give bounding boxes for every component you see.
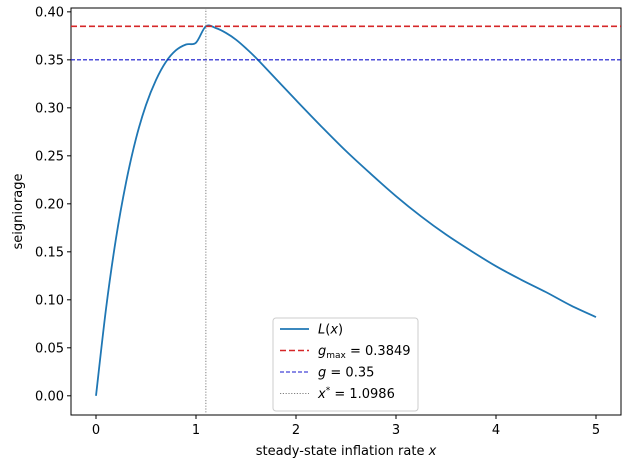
y-tick-label-1: 0.05	[35, 341, 64, 356]
y-tick-label-3: 0.15	[35, 245, 64, 260]
y-tick-label-0: 0.00	[35, 389, 64, 404]
x-tick-label-0: 0	[92, 423, 100, 438]
x-tick-label-5: 5	[592, 423, 600, 438]
x-axis-label-text: steady-state inflation rate	[256, 444, 429, 459]
plot-area: 0 1 2 3 4 5 0.00 0.05 0.10 0.15 0.20 0.25 0.30 0.35 0.…	[35, 5, 622, 438]
legend-label-1: gmax = 0.3849	[318, 344, 411, 361]
series-line-L	[95, 24, 597, 396]
x-axis-label-var: x	[428, 444, 437, 459]
y-tick-label-5: 0.25	[35, 149, 64, 164]
x-axis-label: steady-state inflation rate x	[256, 444, 437, 459]
x-tick-label-1: 1	[192, 423, 200, 438]
y-tick-label-8: 0.40	[35, 5, 64, 20]
y-axis-label: seigniorage	[11, 173, 26, 249]
legend-box	[272, 317, 419, 412]
x-tick-label-3: 3	[392, 423, 400, 438]
y-tick-label-2: 0.10	[35, 293, 64, 308]
legend: L(x) gmax = 0.3849 g = 0.35 x* = 1.0986	[272, 317, 419, 412]
x-tick-label-2: 2	[292, 423, 300, 438]
ticks-layer: 0 1 2 3 4 5 0.00 0.05 0.10 0.15 0.20 0.25 0.30 0.35 0.…	[35, 5, 600, 438]
legend-label-0: L(x)	[318, 323, 343, 338]
y-tick-label-4: 0.20	[35, 197, 64, 212]
y-tick-label-6: 0.30	[35, 101, 64, 116]
plot-frame	[70, 7, 622, 416]
legend-entries: L(x) gmax = 0.3849 g = 0.35 x* = 1.0986	[280, 323, 411, 402]
legend-label-2: g = 0.35	[318, 366, 374, 381]
x-tick-label-4: 4	[492, 423, 500, 438]
y-tick-label-7: 0.35	[35, 53, 64, 68]
series-layer	[71, 8, 621, 415]
legend-label-3: x* = 1.0986	[317, 386, 395, 402]
